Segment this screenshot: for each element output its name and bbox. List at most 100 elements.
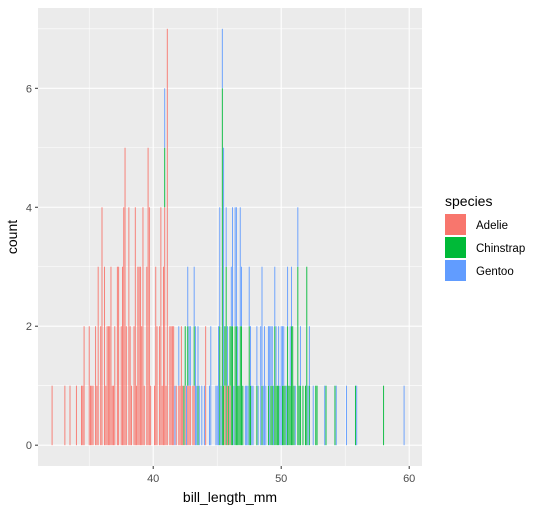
bar-chinstrap xyxy=(187,326,189,386)
bar-gentoo xyxy=(269,326,271,446)
bar-chinstrap xyxy=(315,385,317,446)
bar-adelie xyxy=(224,385,226,446)
bar-gentoo xyxy=(283,326,285,386)
bar-gentoo xyxy=(262,385,264,446)
bar-adelie xyxy=(107,326,109,446)
bar-gentoo xyxy=(265,385,267,446)
bar-gentoo xyxy=(250,326,251,386)
bar-adelie xyxy=(142,207,144,446)
legend-label-gentoo: Gentoo xyxy=(476,266,514,278)
bar-gentoo xyxy=(246,385,248,446)
bar-gentoo xyxy=(220,385,222,446)
bar-chinstrap xyxy=(261,385,263,446)
bar-gentoo xyxy=(244,385,246,446)
bar-adelie xyxy=(164,207,166,446)
bar-adelie xyxy=(69,385,71,446)
bar-adelie xyxy=(166,28,168,446)
bar-gentoo xyxy=(247,385,249,446)
x-axis: 40 50 60 xyxy=(147,466,415,485)
bar-adelie xyxy=(137,266,139,446)
bar-gentoo xyxy=(294,385,296,446)
bar-chinstrap xyxy=(298,385,300,446)
bar-adelie xyxy=(83,326,85,446)
bar-adelie xyxy=(129,326,131,446)
bar-adelie xyxy=(111,385,113,446)
bar-gentoo xyxy=(271,326,273,386)
bar-adelie xyxy=(138,266,140,446)
bar-adelie xyxy=(162,266,164,446)
legend-key-gentoo xyxy=(445,260,466,281)
bar-chinstrap xyxy=(293,385,295,446)
bar-adelie xyxy=(90,385,91,446)
bar-gentoo xyxy=(252,385,254,446)
bar-adelie xyxy=(173,326,175,446)
bar-gentoo xyxy=(275,326,277,386)
bar-adelie xyxy=(122,266,123,446)
bar-gentoo xyxy=(257,385,259,446)
bar-gentoo xyxy=(324,385,326,446)
bar-gentoo xyxy=(297,207,299,267)
bar-adelie xyxy=(125,326,127,446)
bar-chinstrap xyxy=(325,385,327,446)
bar-gentoo xyxy=(256,326,258,386)
bar-adelie xyxy=(95,326,97,446)
bar-gentoo xyxy=(285,385,287,446)
bar-adelie xyxy=(229,385,231,446)
bar-gentoo xyxy=(264,326,266,446)
x-tick-label: 60 xyxy=(403,473,415,485)
bar-gentoo xyxy=(187,266,189,327)
bar-chinstrap xyxy=(234,326,236,446)
bar-chinstrap xyxy=(275,385,277,446)
bar-adelie xyxy=(155,266,157,446)
bar-chinstrap xyxy=(354,385,356,446)
bar-chinstrap xyxy=(334,385,336,446)
bar-gentoo xyxy=(218,326,219,446)
bar-adelie xyxy=(148,207,150,446)
bar-adelie xyxy=(96,385,98,446)
bar-chinstrap xyxy=(271,385,273,446)
x-tick-label: 50 xyxy=(275,473,287,485)
bar-gentoo xyxy=(260,326,262,446)
bar-chinstrap xyxy=(221,88,223,446)
bar-chinstrap xyxy=(270,385,272,446)
legend-label-chinstrap: Chinstrap xyxy=(476,243,525,255)
bar-adelie xyxy=(118,266,120,446)
bar-adelie xyxy=(160,207,162,446)
legend-key-adelie xyxy=(445,214,466,235)
bar-chinstrap xyxy=(225,266,227,446)
bar-chinstrap xyxy=(306,266,308,446)
bar-chinstrap xyxy=(193,326,195,386)
bar-adelie xyxy=(139,266,141,446)
bar-chinstrap xyxy=(242,385,244,446)
bar-adelie xyxy=(104,266,106,446)
bar-gentoo xyxy=(174,385,176,446)
bar-chinstrap xyxy=(219,326,221,446)
bar-chinstrap xyxy=(282,385,283,446)
bar-gentoo xyxy=(312,385,314,446)
bar-gentoo xyxy=(189,326,191,386)
bar-chinstrap xyxy=(197,385,199,446)
x-axis-title: bill_length_mm xyxy=(183,489,277,505)
bar-adelie xyxy=(192,385,194,446)
bar-gentoo xyxy=(239,207,241,327)
bar-adelie xyxy=(188,385,190,446)
bar-adelie xyxy=(64,385,66,446)
major-gridlines xyxy=(38,8,422,466)
bar-gentoo xyxy=(289,326,291,386)
bar-gentoo xyxy=(215,385,217,446)
y-axis-title: count xyxy=(4,220,20,254)
bar-gentoo xyxy=(299,326,301,386)
bar-chinstrap xyxy=(250,385,251,446)
bar-gentoo xyxy=(287,266,289,327)
bar-adelie xyxy=(189,385,191,446)
bar-chinstrap xyxy=(305,385,306,446)
bar-gentoo xyxy=(194,326,196,446)
bar-adelie xyxy=(136,385,138,446)
bar-adelie xyxy=(141,326,143,446)
bar-gentoo xyxy=(274,266,276,327)
bar-chinstrap xyxy=(229,326,231,386)
bar-gentoo xyxy=(234,207,236,327)
bar-gentoo xyxy=(403,385,405,446)
bar-adelie xyxy=(178,385,180,446)
legend-key-chinstrap xyxy=(445,237,466,258)
